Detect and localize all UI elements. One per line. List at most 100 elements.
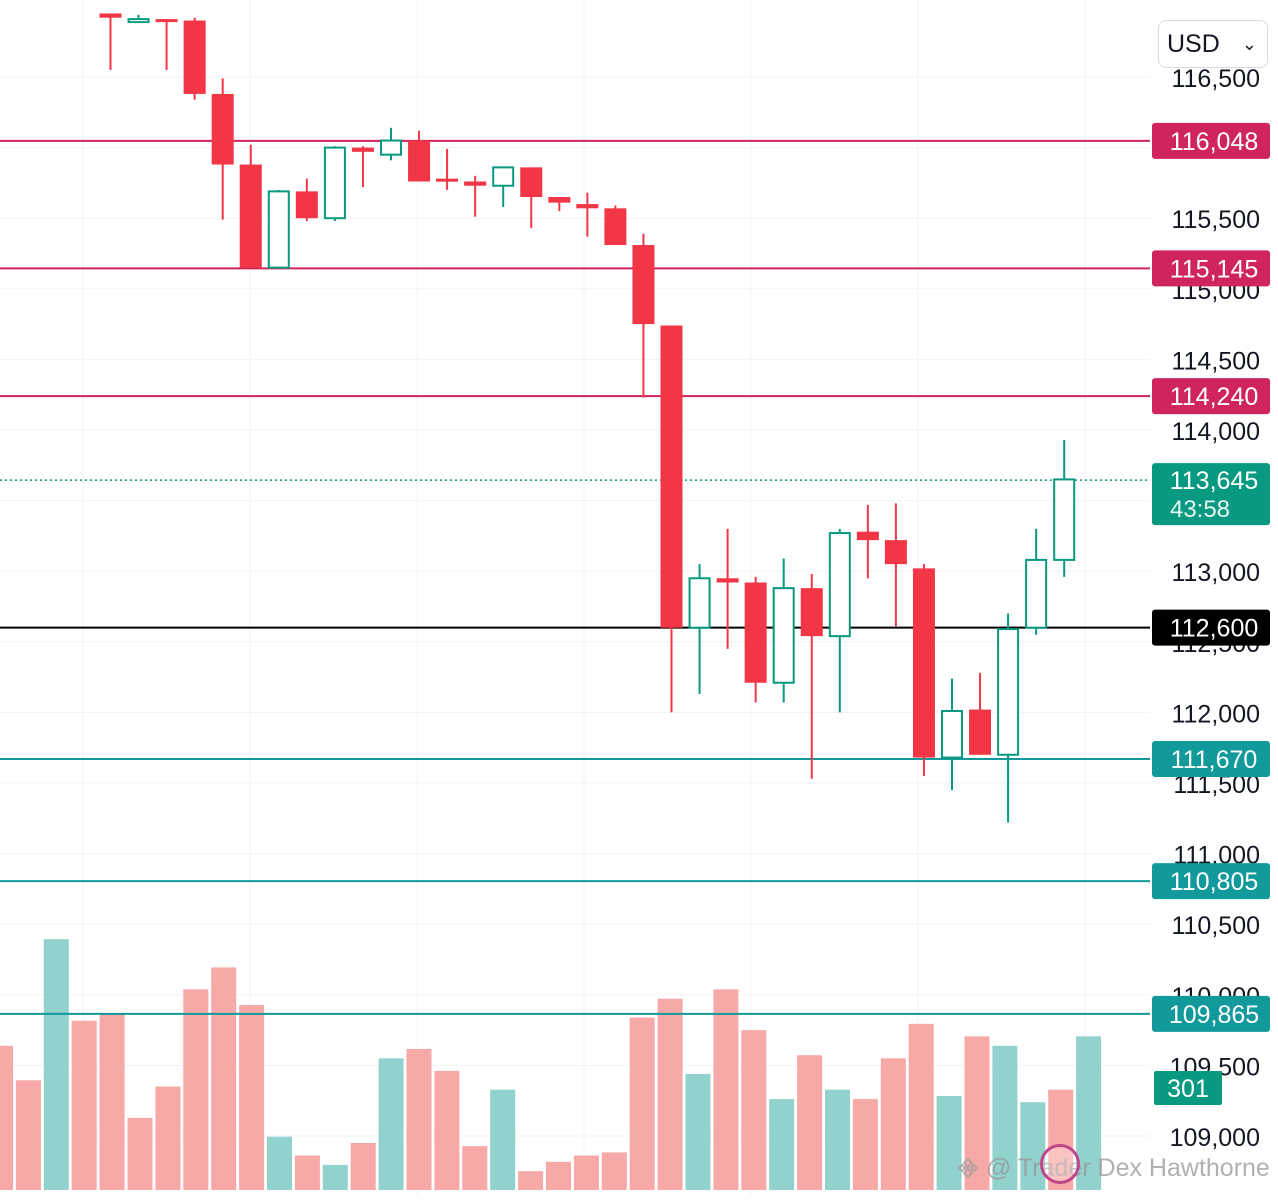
candle-body xyxy=(183,20,206,94)
level-lines xyxy=(0,139,1150,1015)
candle-body xyxy=(239,164,262,268)
level-price-tag: 110,805 xyxy=(1152,863,1270,900)
y-tick-label: 115,500 xyxy=(1171,206,1260,234)
volume-bar xyxy=(15,1080,41,1190)
candle-body xyxy=(295,191,318,219)
volume-bar xyxy=(183,989,209,1190)
volume-bar xyxy=(657,998,683,1190)
candle-body xyxy=(856,531,879,541)
y-tick-label: 113,000 xyxy=(1171,559,1260,587)
chevron-down-icon: ⌄ xyxy=(1241,33,1257,54)
candle xyxy=(744,576,767,703)
candle-body xyxy=(969,709,992,755)
candle xyxy=(772,558,795,703)
candle-body xyxy=(632,245,655,325)
volume-bars xyxy=(0,939,1102,1190)
volume-bar xyxy=(964,1036,990,1190)
candle-body xyxy=(464,181,487,186)
volume-bar xyxy=(685,1074,711,1190)
volume-bar xyxy=(99,1014,125,1190)
volume-bar xyxy=(211,967,237,1190)
volume-bar xyxy=(546,1161,571,1190)
candle xyxy=(464,175,487,217)
candle xyxy=(716,528,739,649)
candle-body xyxy=(548,197,571,203)
candle-body xyxy=(576,204,599,209)
level-price-tag: 109,865 xyxy=(1152,995,1270,1032)
y-tick-label: 116,500 xyxy=(1171,65,1260,93)
level-price-tag-bg xyxy=(1152,995,1270,1032)
volume-bar xyxy=(769,1099,795,1190)
volume-bar xyxy=(71,1020,97,1190)
candle xyxy=(884,503,907,627)
candle xyxy=(351,146,374,188)
candle xyxy=(183,17,206,100)
currency-select[interactable]: USD ⌄ xyxy=(1158,20,1268,68)
binance-logo-icon xyxy=(957,1157,979,1179)
candle xyxy=(660,325,683,713)
candle-body xyxy=(688,577,711,629)
candle-body xyxy=(660,325,683,628)
candle-body xyxy=(351,147,374,152)
candle-body xyxy=(941,709,963,759)
level-price-tag-bg xyxy=(1152,122,1270,159)
level-price-tag: 115,145 xyxy=(1152,250,1270,287)
volume-value-tag: 301 xyxy=(1154,1071,1222,1105)
level-price-tag: 111,670 xyxy=(1152,740,1270,777)
volume-bar xyxy=(1020,1102,1046,1190)
candle xyxy=(1053,439,1076,577)
candle xyxy=(211,78,234,220)
candle xyxy=(492,166,515,207)
candles xyxy=(99,13,1076,823)
volume-bar xyxy=(155,1086,181,1190)
candle xyxy=(99,13,122,70)
candle xyxy=(380,127,402,161)
level-price-tag: 112,600 xyxy=(1152,609,1270,646)
candle-body xyxy=(127,18,150,24)
currency-value: USD xyxy=(1167,29,1220,58)
candle xyxy=(800,574,823,779)
watermark-text: @ Trader Dex Hawthorne xyxy=(986,1153,1270,1182)
candle xyxy=(828,528,851,713)
volume-bar xyxy=(992,1045,1018,1190)
level-price-tag-text: 111,670 xyxy=(1171,746,1258,774)
volume-bar xyxy=(880,1058,906,1190)
volume-bar xyxy=(1076,1036,1102,1190)
volume-bar xyxy=(601,1152,627,1190)
candle-body xyxy=(604,208,627,246)
volume-bar xyxy=(908,1023,934,1190)
level-price-tag: 116,048 xyxy=(1152,122,1270,159)
volume-bar xyxy=(713,989,739,1190)
volume-bar xyxy=(322,1164,348,1190)
current-price-tag-bg xyxy=(1152,463,1270,526)
candle-body xyxy=(884,540,907,565)
volume-bar xyxy=(406,1048,432,1190)
volume-bar xyxy=(127,1117,153,1190)
volume-bar xyxy=(797,1055,823,1190)
level-price-tag-bg xyxy=(1152,740,1270,777)
current-price-text: 113,645 xyxy=(1170,467,1259,495)
candle-body xyxy=(828,532,851,638)
volume-bar xyxy=(294,1155,320,1190)
candle-body xyxy=(436,178,459,182)
volume-value-tag-bg xyxy=(1154,1071,1222,1105)
volume-bar xyxy=(350,1142,376,1190)
candle xyxy=(856,504,879,579)
price-axis[interactable]: 109,000109,500110,000110,500111,000111,5… xyxy=(1170,65,1260,1152)
volume-bar xyxy=(0,1045,13,1190)
candle xyxy=(1025,528,1048,635)
volume-bar xyxy=(518,1171,544,1190)
level-price-tag-text: 110,805 xyxy=(1170,868,1259,896)
volume-bar xyxy=(852,1099,878,1190)
volume-bar xyxy=(573,1155,599,1190)
candle xyxy=(127,14,150,24)
avatar[interactable] xyxy=(1040,1144,1080,1184)
candle xyxy=(436,149,459,190)
candle-body xyxy=(1053,478,1076,561)
level-price-tag-text: 112,600 xyxy=(1170,615,1259,643)
y-tick-label: 110,500 xyxy=(1171,912,1260,940)
candle-body xyxy=(380,139,402,156)
level-price-tag-text: 114,240 xyxy=(1170,383,1259,411)
